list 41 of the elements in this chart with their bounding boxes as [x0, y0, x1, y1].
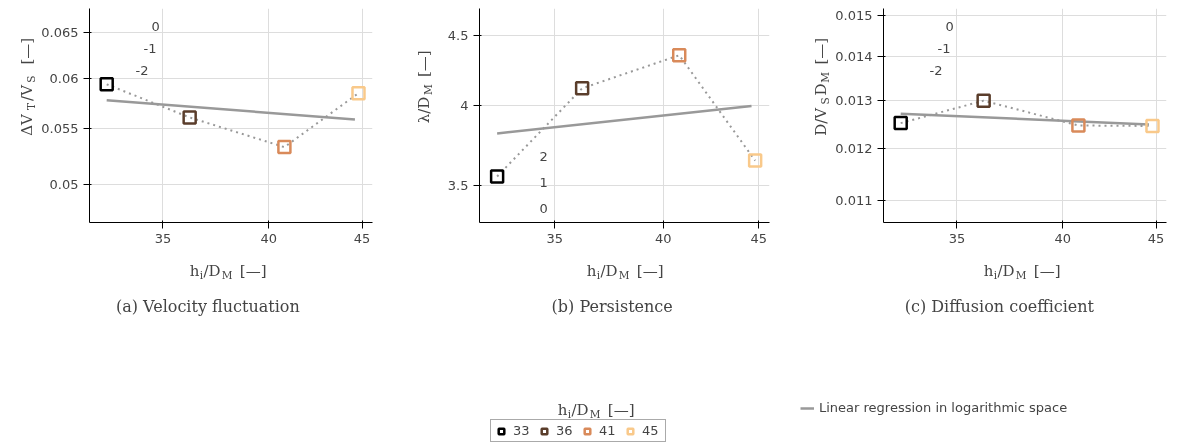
- x-tick-label: 35: [154, 230, 172, 246]
- annotation: 1: [539, 174, 548, 190]
- y-tick-label: 0.013: [835, 93, 873, 109]
- text: (a) Velocity fluctuation: [115, 297, 300, 316]
- legend-label: 41: [599, 423, 617, 438]
- text: (c) Diffusion coefficient: [904, 297, 1095, 316]
- y-tick-label: 0.012: [835, 140, 873, 156]
- x-tick-label: 40: [654, 230, 672, 246]
- x-tick-label: 45: [1147, 230, 1165, 246]
- annotation: 0: [151, 19, 160, 34]
- annotation: -2: [135, 63, 149, 78]
- x-tick-label: 40: [1054, 230, 1071, 246]
- legend-label: Linear regression in logarithmic space: [819, 400, 1068, 415]
- y-tick-label: 0.065: [41, 24, 79, 40]
- annotation: 0: [945, 19, 954, 34]
- text: (b) Persistence: [551, 297, 673, 316]
- annotation: -1: [143, 41, 157, 56]
- annotation: -1: [937, 41, 951, 56]
- y-tick-label: 0.014: [835, 48, 873, 64]
- y-tick-label: 0.055: [41, 121, 79, 137]
- y-axis-title: λ/DM [—]: [414, 50, 434, 124]
- legend-label: 33: [513, 423, 531, 438]
- y-axis-title: ΔVT/VS [—]: [17, 37, 37, 136]
- y-tick-label: 4.5: [447, 28, 469, 44]
- y-tick-label: 3.5: [447, 178, 469, 194]
- y-tick-label: 0.05: [49, 176, 79, 192]
- x-tick-label: 35: [948, 230, 966, 246]
- x-tick-label: 40: [260, 230, 277, 246]
- x-tick-label: 35: [546, 230, 564, 246]
- y-axis-title: D/VSDM [—]: [811, 37, 831, 136]
- annotation: -2: [929, 63, 943, 78]
- y-tick-label: 0.06: [49, 70, 79, 86]
- legend-label: 36: [556, 423, 574, 438]
- y-tick-label: 0.011: [835, 192, 873, 208]
- legend-label: 45: [642, 423, 660, 438]
- y-tick-label: 0.015: [835, 7, 873, 23]
- y-tick-label: 4: [460, 98, 469, 114]
- x-tick-label: 45: [750, 230, 768, 246]
- annotation: 0: [539, 200, 548, 216]
- annotation: 2: [539, 148, 548, 164]
- x-tick-label: 45: [353, 230, 371, 246]
